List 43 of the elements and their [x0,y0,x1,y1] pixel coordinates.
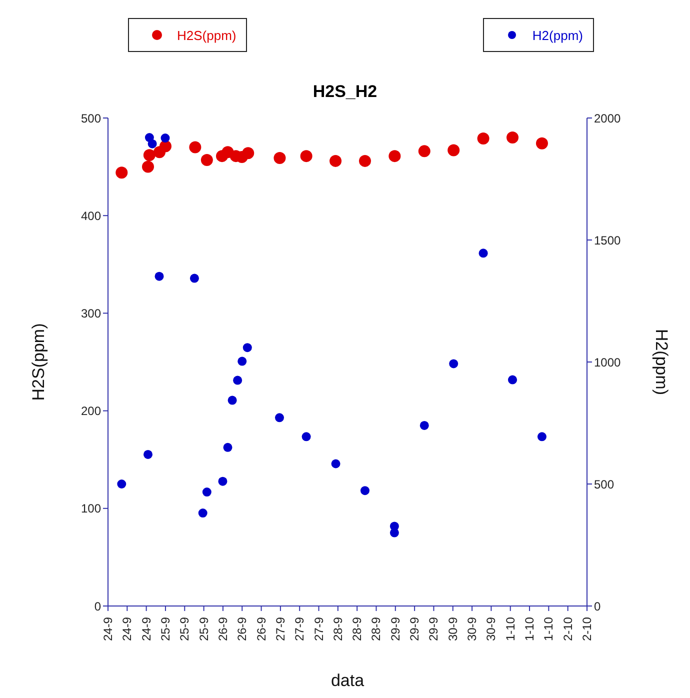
x-axis-title: data [330,671,365,690]
y-tick-label: 0 [94,599,102,614]
chart-title: H2S_H2 [312,82,378,103]
x-tick-label: 2-10 [580,616,594,642]
x-tick-label: 1-10 [542,616,556,642]
x-tick-label: 30-9 [465,616,480,642]
y-tick-label: 300 [80,306,102,320]
x-tick-label: 28-9 [369,616,384,642]
y2-tick-label: 2000 [594,111,622,126]
x-tick-label: 26-9 [216,616,230,642]
x-tick-label: 24-9 [120,616,134,642]
y-tick-label: 100 [80,502,102,516]
y-tick-label: 400 [80,208,102,223]
x-tick-label: 28-9 [330,616,345,642]
x-tick-label: 30-9 [484,616,498,642]
legend-label: H2(ppm) [532,28,583,42]
x-tick-label: 1-10 [522,616,537,642]
x-tick-label: 26-9 [254,616,268,642]
x-tick-label: 25-9 [178,616,192,642]
x-tick-label: 27-9 [312,616,326,642]
x-tick-label: 25-9 [196,616,211,642]
x-tick-label: 25-9 [158,616,172,642]
x-tick-label: 2-10 [560,616,575,642]
y2-tick-label: 1000 [594,355,622,370]
x-tick-label: 24-9 [139,616,154,642]
x-tick-label: 26-9 [235,616,250,642]
y-axis-title: H2S(ppm) [29,323,48,401]
y2-tick-label: 0 [594,599,601,614]
x-tick-label: 28-9 [350,616,364,642]
y2-axis-title: H2(ppm) [652,328,671,396]
y-tick-label: 500 [80,111,102,126]
x-tick-label: 1-10 [503,616,518,642]
y-tick-label: 200 [80,404,102,418]
x-tick-label: 27-9 [273,616,288,642]
x-tick-label: 30-9 [446,616,460,642]
x-tick-label: 29-9 [426,616,441,642]
x-tick-label: 24-9 [101,616,115,642]
x-tick-label: 29-9 [388,616,402,642]
y2-tick-label: 1500 [594,233,622,248]
y2-tick-label: 500 [594,477,614,492]
x-tick-label: 29-9 [408,616,422,642]
x-tick-label: 27-9 [292,616,307,642]
legend-label: H2S(ppm) [177,28,236,42]
